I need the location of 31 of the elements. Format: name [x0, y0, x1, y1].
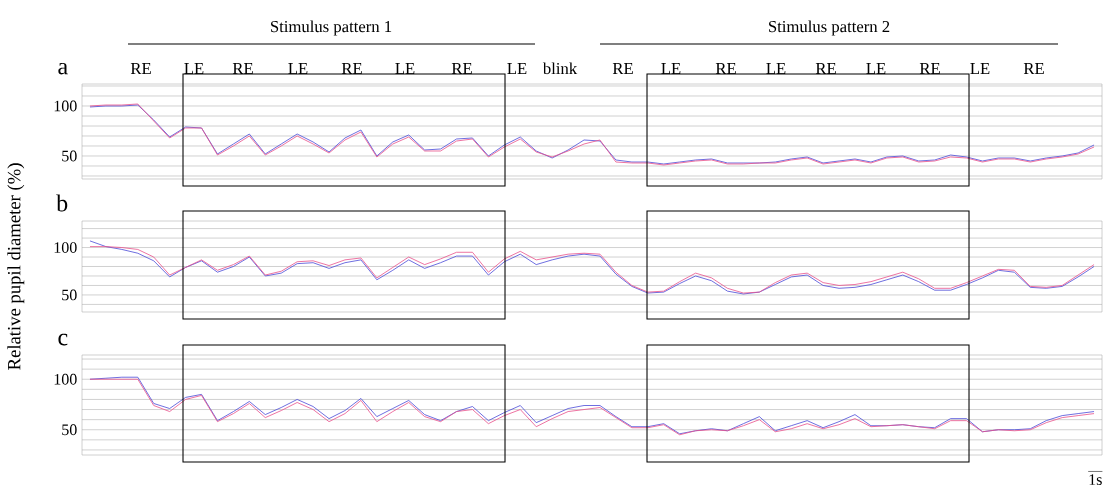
y-tick-label: 100	[54, 100, 77, 112]
text: RE	[919, 63, 940, 74]
text: RE	[612, 63, 633, 74]
text: LE	[184, 63, 204, 74]
y-axis-title: Relative pupil diameter (%)	[7, 163, 25, 370]
text: LE	[395, 63, 415, 74]
text: RE	[451, 63, 472, 74]
chart-title: c	[58, 333, 68, 346]
chart-title: a	[58, 62, 68, 75]
y-tick-label: 50	[62, 150, 77, 162]
text: RE	[715, 63, 736, 74]
text: RE	[815, 63, 836, 74]
text: LE	[766, 63, 786, 74]
chart-title: b	[56, 194, 68, 212]
text: LE	[661, 63, 681, 74]
text: 1s	[1089, 474, 1102, 485]
y-tick-label: 100	[54, 242, 77, 253]
text: LE	[288, 63, 308, 74]
text: Stimulus pattern 2	[769, 20, 890, 36]
text: RE	[1023, 63, 1044, 74]
text: Stimulus pattern 1	[271, 20, 392, 36]
y-tick-label: 100	[54, 373, 77, 385]
text: blink	[542, 62, 578, 75]
text: RE	[232, 63, 253, 74]
y-tick-label: 50	[62, 424, 77, 436]
text: LE	[970, 63, 990, 74]
text: RE	[130, 63, 151, 74]
text: LE	[507, 63, 527, 74]
y-tick-label: 50	[62, 289, 77, 301]
text: LE	[866, 63, 886, 74]
text: RE	[341, 63, 362, 74]
